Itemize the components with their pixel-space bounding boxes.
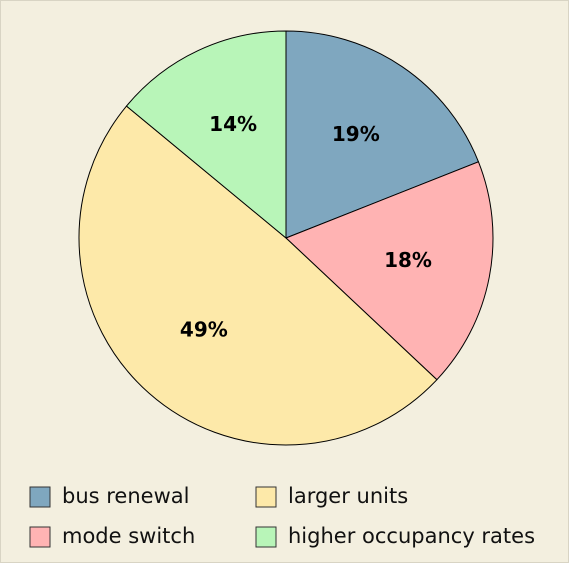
legend-swatch bbox=[29, 486, 51, 508]
pie-slice bbox=[125, 30, 287, 240]
slice-label: 18% bbox=[384, 248, 432, 272]
slice-label: 14% bbox=[209, 112, 257, 136]
legend-swatch bbox=[29, 526, 51, 548]
pie-slice bbox=[78, 105, 438, 446]
legend-label: higher occupancy rates bbox=[288, 524, 535, 548]
legend-swatch bbox=[255, 526, 277, 548]
legend-label: larger units bbox=[288, 484, 408, 508]
legend-label: bus renewal bbox=[62, 484, 189, 508]
legend-swatch bbox=[255, 486, 277, 508]
slice-label: 19% bbox=[332, 122, 380, 146]
pie-slice bbox=[285, 161, 494, 381]
legend-label: mode switch bbox=[62, 524, 195, 548]
slice-label: 49% bbox=[180, 318, 228, 342]
pie-slice bbox=[285, 30, 480, 239]
